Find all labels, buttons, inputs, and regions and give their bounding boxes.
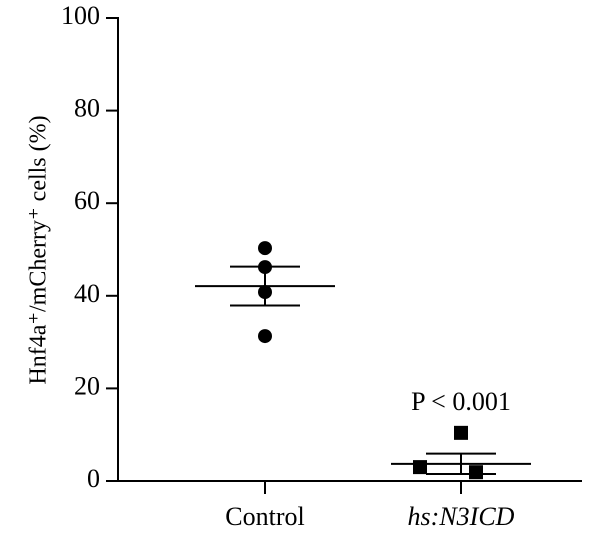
y-tick-label: 80 xyxy=(74,94,100,123)
data-point xyxy=(454,425,468,440)
y-tick-label: 0 xyxy=(87,464,100,493)
y-tick-label: 40 xyxy=(74,279,100,308)
data-point xyxy=(258,329,272,344)
y-tick-label: 20 xyxy=(74,371,100,400)
annotation: P < 0.001 xyxy=(411,387,511,416)
x-tick-label: Control xyxy=(225,502,304,531)
y-axis-label: Hnf4a⁺/mCherry⁺ cells (%) xyxy=(26,115,52,384)
y-tick-label: 60 xyxy=(74,186,100,215)
data-point xyxy=(469,465,483,480)
y-tick-label: 100 xyxy=(61,1,100,30)
x-tick-label: hs:N3ICD xyxy=(408,502,515,531)
data-point xyxy=(258,241,272,256)
data-point xyxy=(413,460,427,475)
